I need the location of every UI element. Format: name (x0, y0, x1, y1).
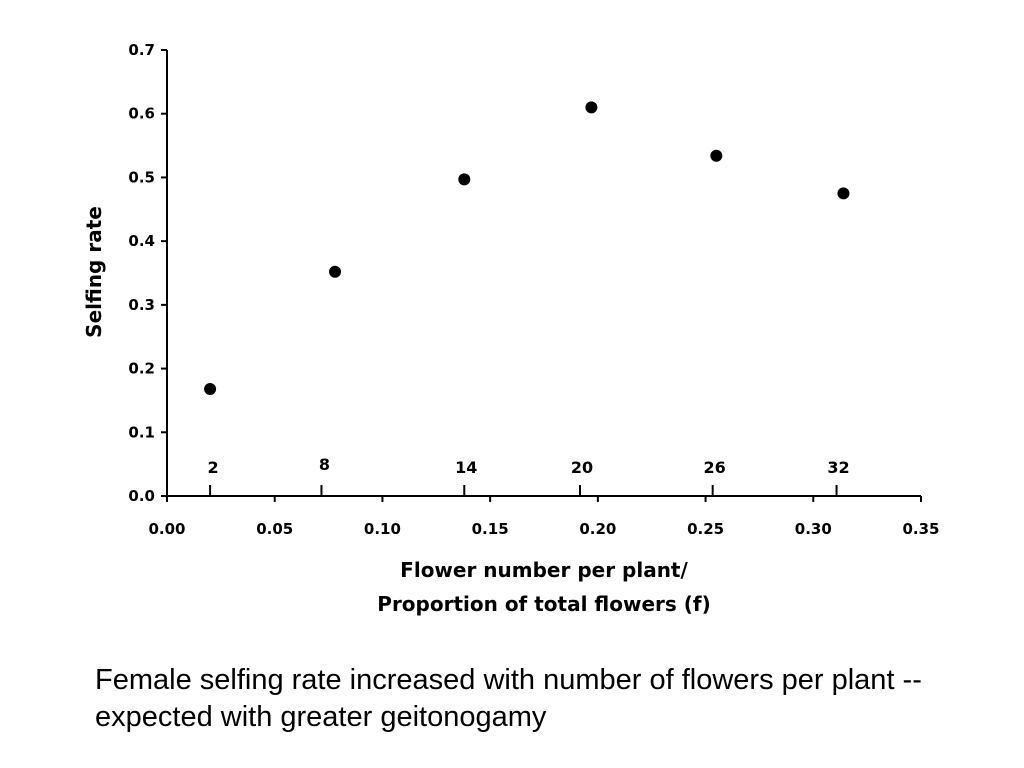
y-tick-label: 0.0 (128, 487, 155, 505)
x-axis: 0.00 0.05 0.10 0.15 0.20 0.25 0.30 0.35 (148, 495, 940, 538)
flower-number-label: 26 (704, 458, 726, 477)
x-tick-label: 0.00 (148, 520, 185, 538)
data-point (329, 265, 342, 278)
flower-number-label: 32 (827, 458, 849, 477)
flower-number-label: 2 (208, 458, 219, 477)
caption-text: Female selfing rate increased with numbe… (95, 664, 922, 733)
data-point (710, 149, 723, 162)
x-tick-label: 0.25 (687, 520, 724, 538)
y-tick-label: 0.6 (128, 105, 155, 123)
data-point (204, 382, 217, 395)
scatter-chart: 0.0 0.1 0.2 0.3 0.4 0.5 0.6 0.7 0.00 0.05 0.10 0.1… (82, 41, 940, 616)
y-tick-label: 0.4 (128, 232, 155, 250)
x-tick-label: 0.30 (795, 520, 832, 538)
y-axis: 0.0 0.1 0.2 0.3 0.4 0.5 0.6 0.7 (128, 41, 168, 505)
x-axis-title-line1: Flower number per plant/ (400, 558, 688, 582)
data-point (458, 173, 471, 186)
x-tick-label: 0.20 (579, 520, 616, 538)
flower-number-label: 20 (571, 458, 593, 477)
x-tick-label: 0.10 (364, 520, 401, 538)
y-tick-label: 0.3 (128, 296, 155, 314)
x-tick-label: 0.15 (472, 520, 509, 538)
data-point (837, 187, 850, 200)
y-tick-label: 0.1 (128, 423, 155, 441)
flower-number-label: 8 (319, 455, 330, 474)
data-points (204, 101, 850, 395)
flower-number-label: 14 (455, 458, 477, 477)
x-tick-label: 0.35 (902, 520, 939, 538)
x-tick-label: 0.05 (256, 520, 293, 538)
x-axis-title-line2: Proportion of total flowers (f) (377, 592, 710, 616)
y-tick-label: 0.7 (128, 41, 155, 59)
y-tick-label: 0.5 (128, 168, 155, 186)
y-tick-label: 0.2 (128, 360, 155, 378)
y-axis-title: Selfing rate (82, 206, 106, 338)
flower-number-ticks: 2 8 14 20 26 32 (208, 455, 850, 496)
data-point (585, 101, 598, 114)
